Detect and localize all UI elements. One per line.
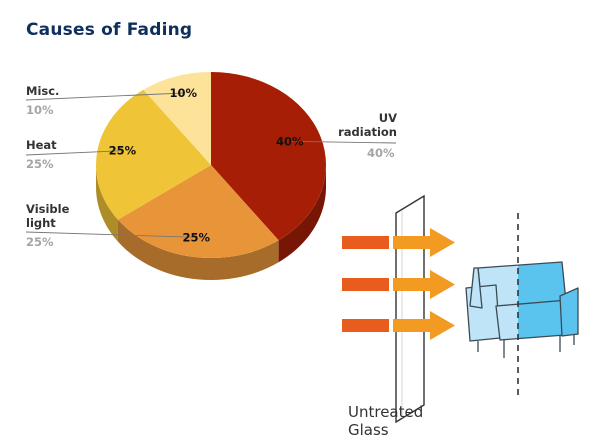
arrow-right-icon: [342, 311, 455, 340]
leader-line-1: [25, 231, 197, 238]
legend-value-misc: 10%: [26, 103, 54, 117]
legend-value-uv-radiation: 40%: [367, 146, 395, 160]
pie-slice-0: [211, 72, 327, 241]
legend-label-heat: Heat: [26, 138, 57, 152]
pie-side-2: [96, 165, 118, 242]
glass-caption-line-2: Glass: [348, 421, 389, 439]
pie-slice-3: [143, 72, 211, 165]
pie-side-0: [278, 165, 326, 263]
sofa-icon: [465, 261, 579, 358]
legend-value-visible-light: 25%: [26, 235, 54, 249]
leader-line-2: [25, 150, 123, 156]
pie-side-1: [117, 219, 279, 280]
leader-line-3: [25, 92, 184, 101]
legend-label-misc: Misc.: [26, 84, 60, 98]
arrow-right-icon: [342, 270, 455, 299]
pie-slice-1: [117, 165, 279, 259]
pie-value-label-1: 25%: [182, 230, 210, 244]
arrow-right-icon: [342, 228, 455, 257]
legend-label-visible-light: Visible light: [26, 202, 70, 230]
leader-line-0: [289, 140, 397, 144]
legend-value-heat: 25%: [26, 157, 54, 171]
pie-value-label-3: 10%: [170, 86, 198, 100]
pie-value-label-0: 40%: [276, 134, 304, 148]
glass-pane-icon: [395, 194, 425, 424]
pie-value-label-2: 25%: [109, 144, 137, 158]
glass-caption: Untreated Glass: [348, 403, 438, 439]
chart-title: Causes of Fading: [26, 20, 193, 40]
legend-label-uv-radiation: UV radiation: [338, 111, 397, 139]
pie-slice-2: [95, 89, 211, 220]
glass-caption-line-1: Untreated: [348, 403, 424, 421]
